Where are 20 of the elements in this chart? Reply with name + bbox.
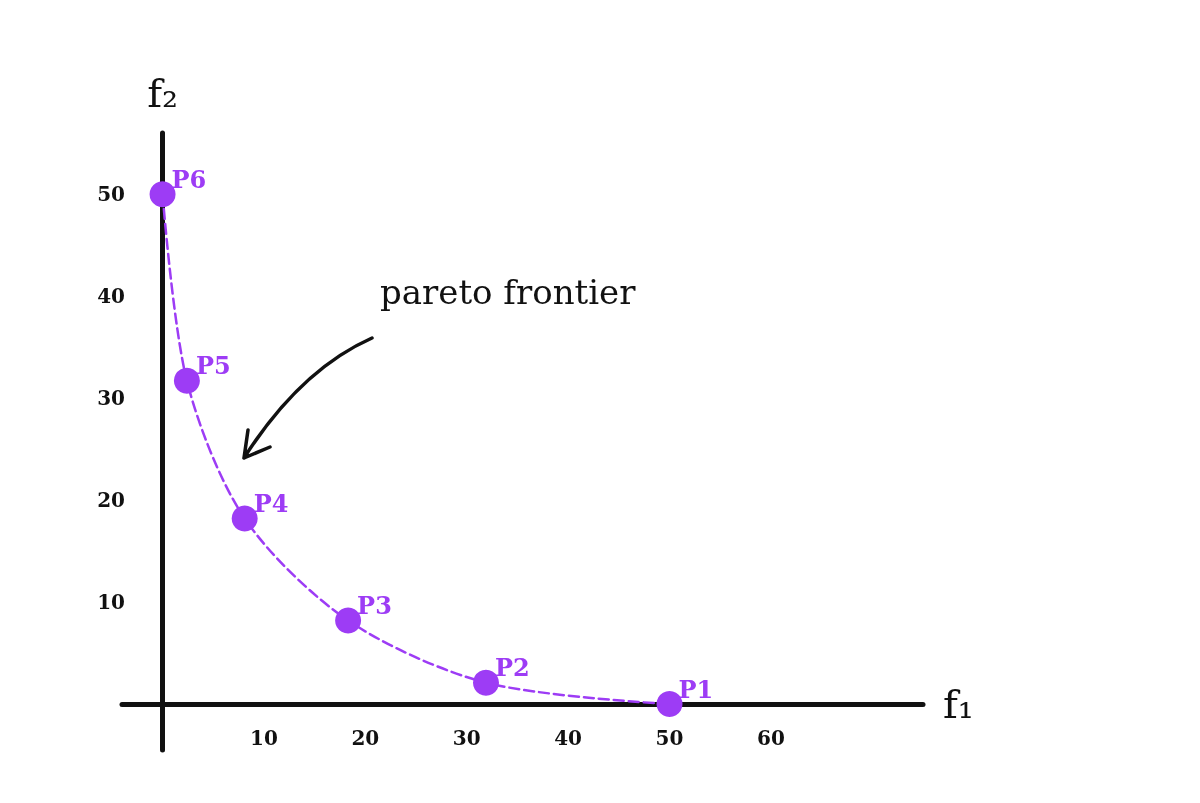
annotation: P3 bbox=[357, 590, 392, 620]
y-tick-label: 40 bbox=[97, 284, 125, 309]
annotation: P4 bbox=[253, 489, 289, 518]
y-tick-label: 10 bbox=[97, 590, 125, 615]
annotation: P6 bbox=[171, 164, 207, 194]
x-tick-label: 10 bbox=[250, 726, 278, 750]
annotation: pareto frontier bbox=[380, 272, 637, 312]
y-tick-label: 30 bbox=[97, 386, 125, 411]
x-tick-label: 30 bbox=[452, 726, 481, 750]
x-axis-title: f₁ bbox=[943, 681, 974, 728]
x-tick-label: 60 bbox=[756, 726, 785, 750]
y-axis-title: f₂ bbox=[147, 70, 178, 116]
annotation: P5 bbox=[195, 351, 231, 381]
y-tick-label: 20 bbox=[97, 488, 125, 513]
x-tick-label: 50 bbox=[655, 726, 684, 750]
annotation: P2 bbox=[495, 653, 530, 683]
y-tick-label: 50 bbox=[97, 182, 125, 207]
x-tick-label: 40 bbox=[554, 726, 583, 750]
x-tick-label: 20 bbox=[351, 726, 380, 750]
annotation: P1 bbox=[678, 674, 714, 704]
